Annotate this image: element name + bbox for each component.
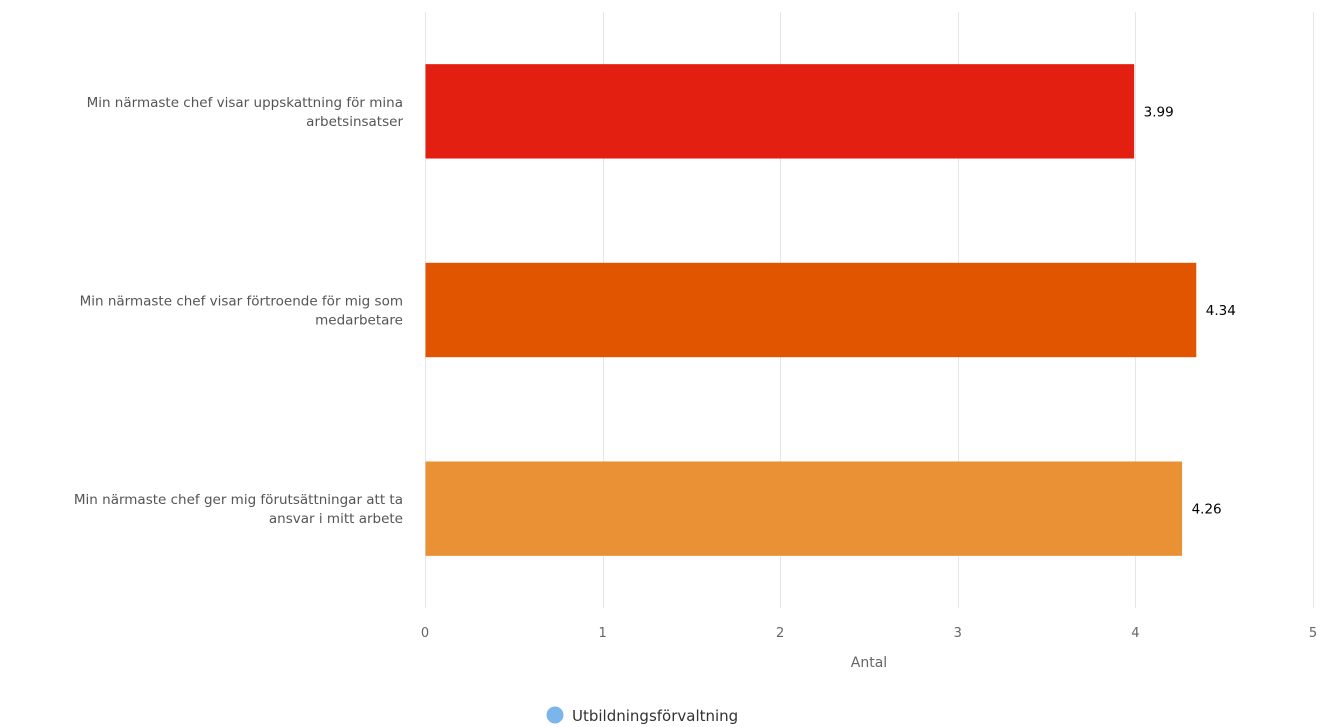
data-label-0: 3.99: [1144, 104, 1174, 120]
data-label-1: 4.34: [1206, 303, 1236, 319]
data-label-2: 4.26: [1192, 502, 1222, 518]
bar-0[interactable]: [425, 64, 1135, 159]
bar-2[interactable]: [425, 461, 1183, 556]
x-tick-label-1: 1: [598, 626, 606, 641]
category-labels: Min närmaste chef visar uppskattning för…: [74, 95, 404, 527]
category-label-1-line-1: medarbetare: [315, 313, 403, 329]
category-label-2-line-0: Min närmaste chef ger mig förutsättninga…: [74, 492, 403, 508]
bar-1[interactable]: [425, 262, 1197, 358]
x-tick-label-4: 4: [1131, 626, 1139, 641]
legend-label-series-0: Utbildningsförvaltning: [572, 707, 738, 725]
x-tick-label-0: 0: [421, 626, 429, 641]
category-label-1-line-0: Min närmaste chef visar förtroende för m…: [80, 294, 403, 310]
legend[interactable]: Utbildningsförvaltning: [546, 706, 739, 726]
x-tick-label-3: 3: [954, 626, 962, 641]
x-axis-title: Antal: [851, 655, 887, 671]
x-tick-label-5: 5: [1309, 626, 1317, 641]
category-label-0-line-0: Min närmaste chef visar uppskattning för…: [87, 95, 403, 111]
x-axis-ticks: 0 1 2 3 4 5: [421, 626, 1317, 641]
legend-swatch: [546, 706, 564, 724]
x-tick-label-2: 2: [776, 626, 784, 641]
category-label-2-line-1: ansvar i mitt arbete: [269, 511, 403, 527]
category-label-0-line-1: arbetsinsatser: [306, 114, 403, 130]
bars: 3.99 4.34 4.26: [425, 64, 1236, 556]
